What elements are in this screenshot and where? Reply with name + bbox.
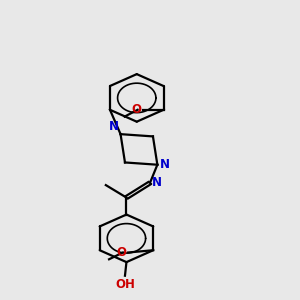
Text: O: O <box>131 103 141 116</box>
Text: O: O <box>117 246 127 259</box>
Text: OH: OH <box>115 278 135 291</box>
Text: N: N <box>109 120 119 133</box>
Text: N: N <box>152 176 162 189</box>
Text: N: N <box>160 158 170 171</box>
